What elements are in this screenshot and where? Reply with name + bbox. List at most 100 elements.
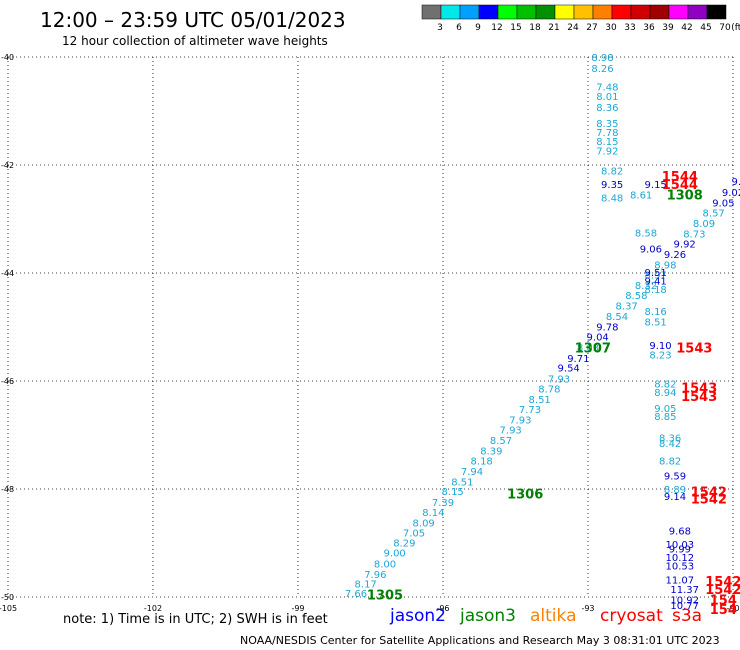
legend-label: 33 (624, 23, 635, 33)
swh-value-label: 7.93 (548, 374, 570, 385)
swh-value-label: 8.61 (630, 191, 652, 202)
footer-note: note: 1) Time is in UTC; 2) SWH is in fe… (63, 612, 328, 627)
swh-value-label: 8.18 (471, 456, 493, 467)
swh-value-label: 8.23 (649, 351, 671, 362)
lon-tick-label: -90 (726, 604, 739, 613)
legend-label: 27 (586, 23, 597, 33)
pass-time-label: 1307 (575, 342, 611, 357)
legend-label: 12 (491, 23, 502, 33)
swh-value-label: 8.85 (654, 412, 676, 423)
lon-tick-label: -102 (144, 604, 162, 613)
swh-value-label: 8.18 (645, 285, 667, 296)
legend-label: 36 (643, 23, 655, 33)
legend-swatch (459, 4, 480, 20)
sat-label-s3a: s3a (672, 606, 703, 626)
legend-label: 3 (437, 23, 443, 33)
legend-swatch (516, 4, 537, 20)
pass-time-label: 1543 (681, 381, 717, 396)
swh-value-label: 7.93 (509, 415, 531, 426)
legend-swatch (535, 4, 556, 20)
swh-value-label: 10.53 (666, 562, 695, 573)
lat-tick-label: -48 (1, 485, 14, 494)
legend-swatch (440, 4, 461, 20)
swh-value-label: 8.42 (659, 439, 681, 450)
swh-value-label: 7.78 (596, 128, 618, 139)
swh-value-label: 8.37 (616, 301, 638, 312)
swh-value-label: 8.15 (442, 487, 464, 498)
swh-value-label: 9.15 (645, 180, 667, 191)
swh-value-label: 11.37 (670, 585, 699, 596)
lat-tick-label: -44 (1, 269, 14, 278)
legend-label: 21 (548, 23, 559, 33)
swh-value-label: 9.14 (664, 492, 686, 503)
lat-lon-grid (7, 56, 734, 598)
time-labels: 1305130613071308154415441543154315431542… (367, 170, 740, 618)
swh-value-label: 9.51 (645, 268, 667, 279)
swh-value-label: 8.51 (451, 477, 473, 488)
swh-value-label: 7.94 (461, 467, 483, 478)
swh-value-label: 7.96 (364, 570, 386, 581)
legend-label: (ft) (731, 23, 740, 33)
observation-labels: 7.668.177.968.009.008.297.058.098.147.39… (345, 53, 740, 612)
swh-value-label: 11.07 (666, 576, 695, 587)
legend-label: 42 (681, 23, 692, 33)
swh-value-label: 9.92 (674, 239, 696, 250)
legend-label: 30 (605, 23, 617, 33)
legend-swatch (630, 4, 651, 20)
swh-value-label: 8.39 (480, 447, 502, 458)
legend-label: 45 (700, 23, 711, 33)
swh-value-label: 7.39 (432, 498, 454, 509)
legend-swatch (554, 4, 575, 20)
lat-tick-label: -46 (1, 377, 14, 386)
pass-time-label: 1543 (676, 342, 712, 357)
legend-swatch (592, 4, 613, 20)
swh-value-label: 8.51 (645, 318, 667, 329)
pass-time-label: 1308 (667, 189, 703, 204)
pass-time-label: 1542 (705, 575, 740, 590)
swh-value-label: 8.78 (538, 385, 560, 396)
legend-label: 18 (529, 23, 541, 33)
pass-time-label: 1543 (681, 390, 717, 405)
lon-tick-label: -96 (436, 604, 449, 613)
legend-swatch (706, 4, 727, 20)
legend-label: 6 (456, 23, 462, 33)
swh-value-label: 8.82 (601, 166, 623, 177)
pass-time-label: 1305 (367, 588, 403, 603)
swh-value-label: 8.29 (393, 538, 415, 549)
swh-value-label: 9.05 (712, 198, 734, 209)
lon-tick-label: -99 (291, 604, 304, 613)
swh-value-label: 10.77 (670, 601, 699, 612)
swh-value-label: 8.09 (413, 518, 435, 529)
swh-value-label: 8.98 (591, 53, 613, 64)
sat-label-cryosat: cryosat (600, 606, 663, 626)
pass-time-label: 1542 (705, 583, 740, 598)
swh-value-label: 8.89 (664, 485, 686, 496)
swh-value-label: 10.12 (666, 553, 695, 564)
pass-time-label: 154 (710, 603, 737, 618)
swh-value-label: 8.15 (596, 137, 618, 148)
swh-value-label: 9.99 (669, 544, 691, 555)
swh-value-label: 8.09 (693, 219, 715, 230)
swh-value-label: 9.71 (567, 354, 589, 365)
swh-value-label: 9.00 (384, 549, 406, 560)
legend-swatch (687, 4, 708, 20)
legend-swatch (421, 4, 442, 20)
swh-value-label: 8.03 (577, 343, 599, 354)
axis-ticks: -105 -102 -99 -96 -93 -90 -40 -42 -44 -46 -48 -50 (0, 53, 740, 613)
lon-tick-label: -93 (581, 604, 594, 613)
swh-value-label: 9.10 (649, 341, 671, 352)
pass-time-label: 1544 (662, 170, 698, 185)
swh-value-label: 9.68 (669, 527, 691, 538)
sat-label-jason3: jason3 (460, 606, 516, 626)
swh-value-label: 8.97 (645, 271, 667, 282)
swh-value-label: 9.59 (664, 472, 686, 483)
swh-value-label: 9.05 (654, 404, 676, 415)
legend-label: 39 (662, 23, 674, 33)
lon-tick-label: -105 (0, 604, 17, 613)
swh-value-label: 8.82 (654, 380, 676, 391)
legend-label: 70 (719, 23, 731, 33)
swh-value-label: 9.26 (664, 250, 686, 261)
swh-value-label: 7.92 (596, 146, 618, 157)
swh-value-label: 10.92 (670, 596, 699, 607)
